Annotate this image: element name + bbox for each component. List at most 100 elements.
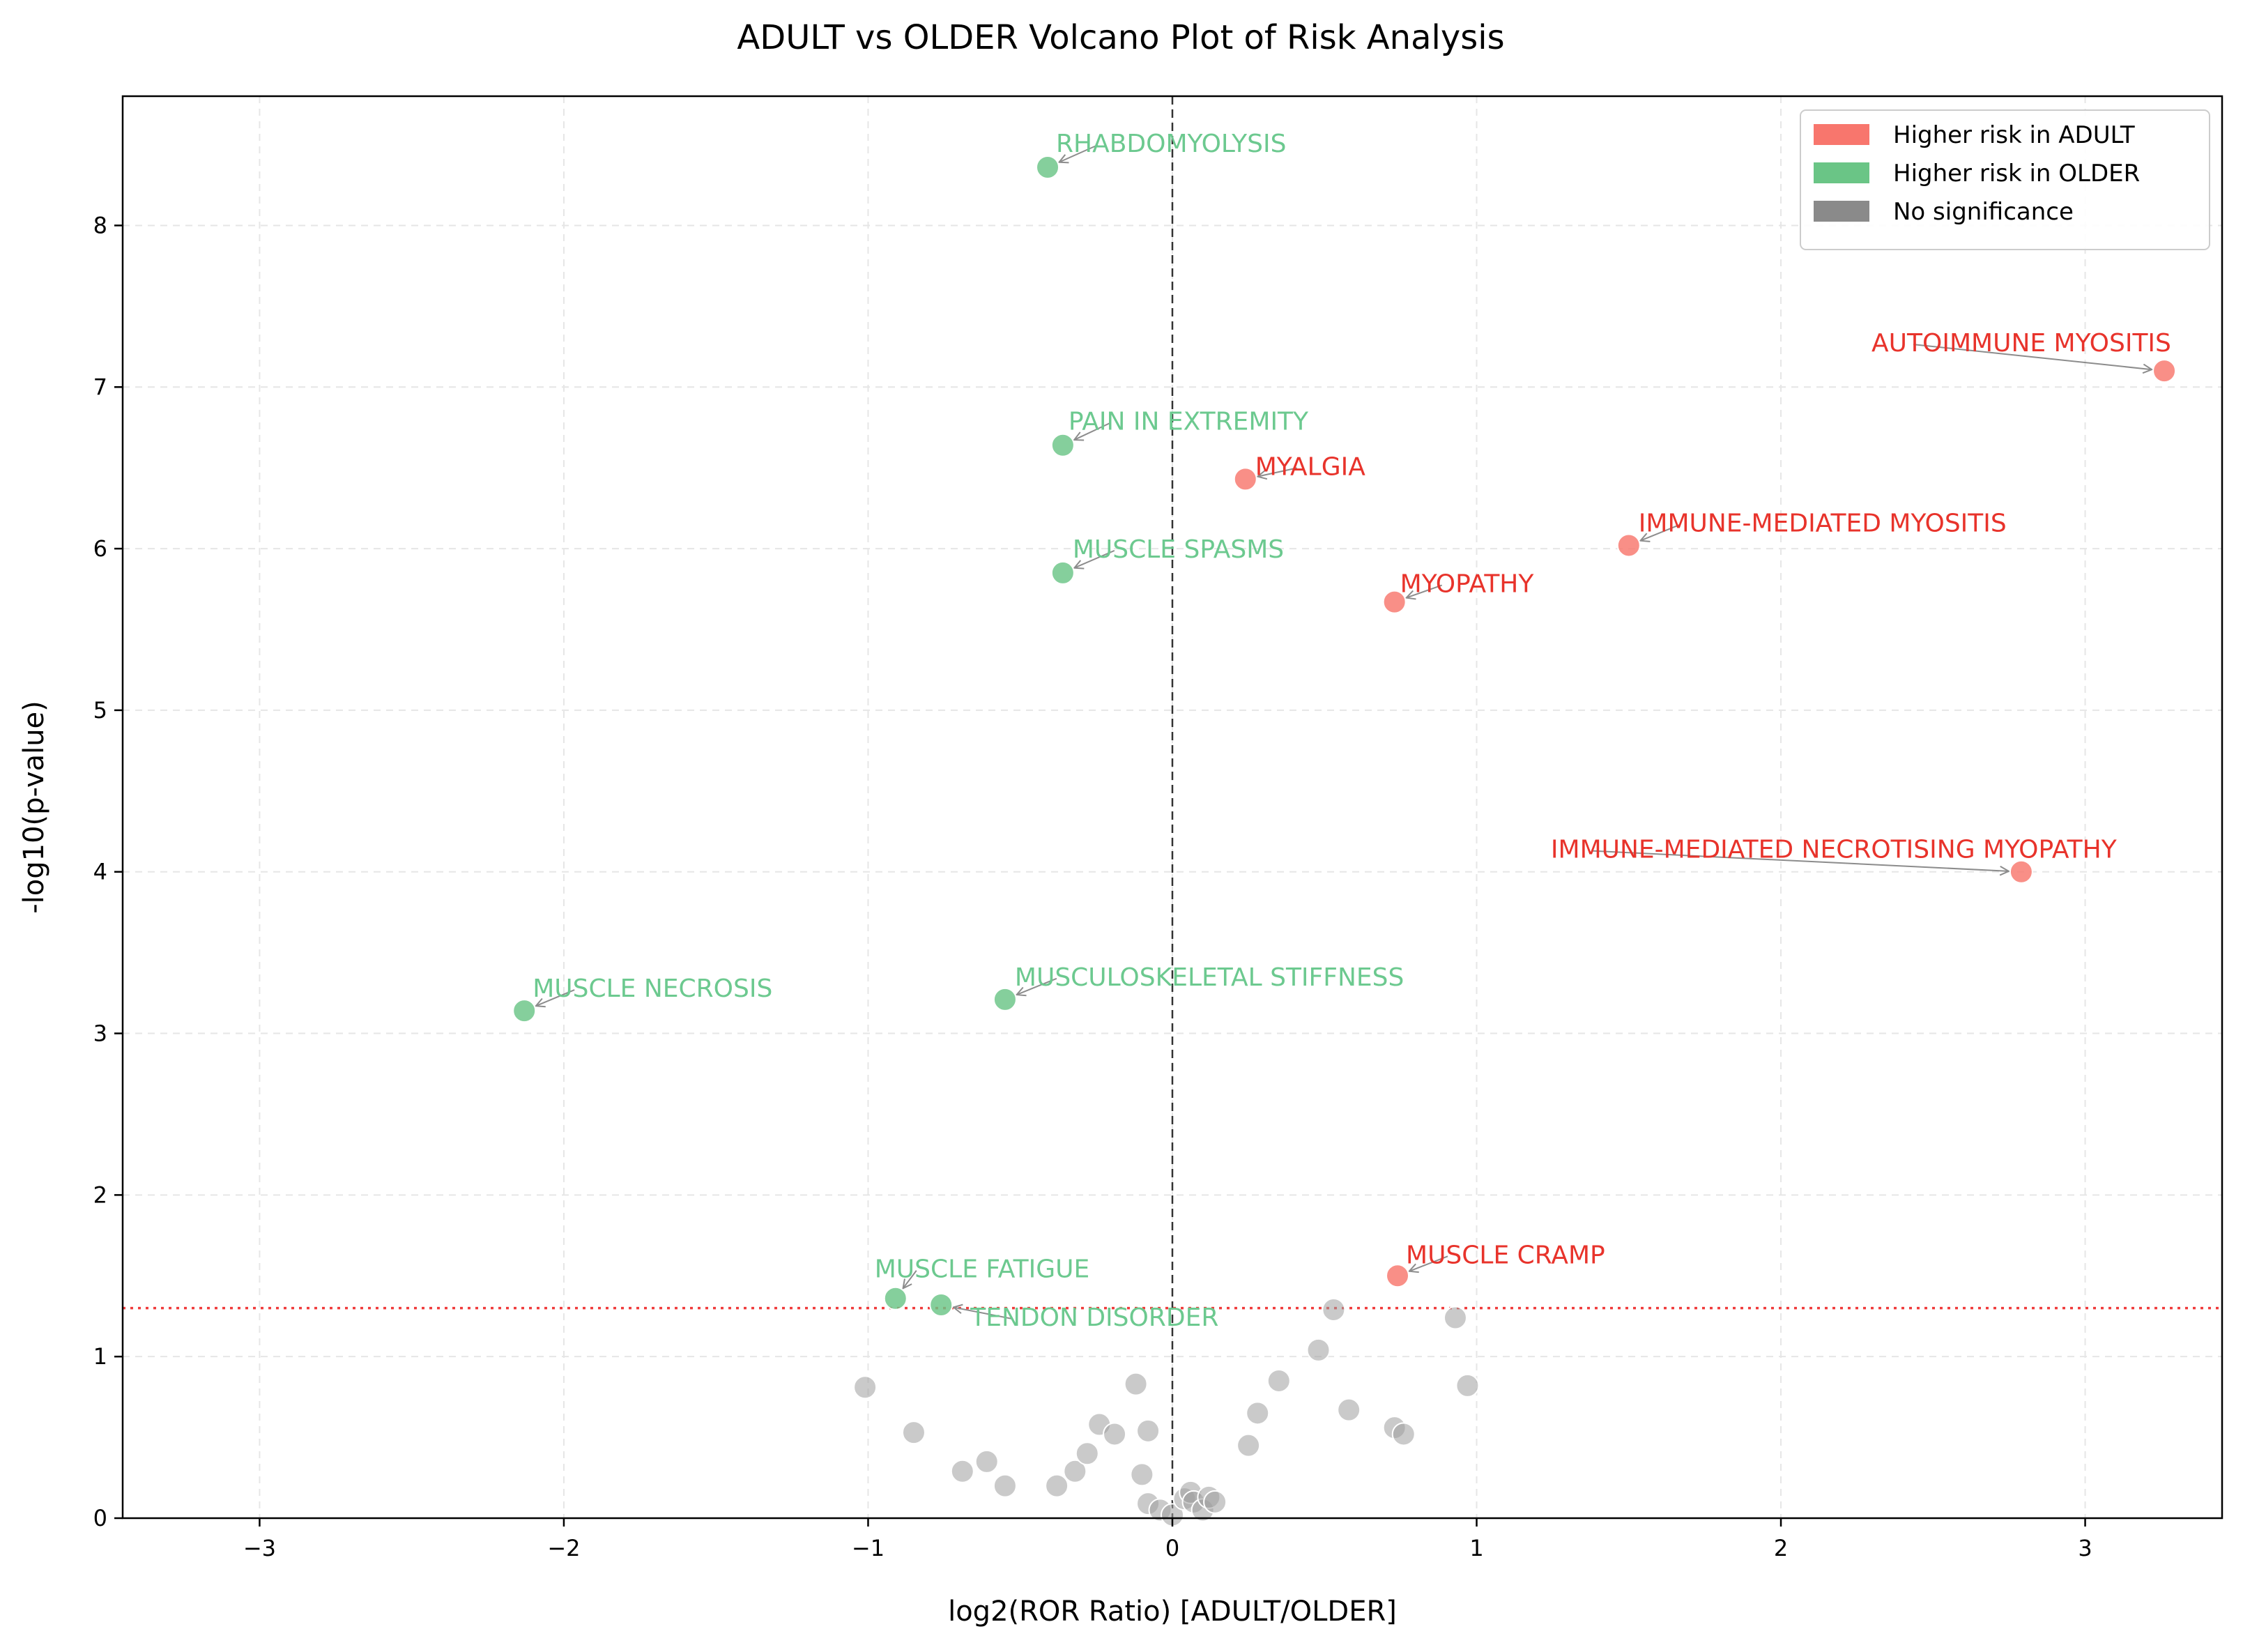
y-tick-label: 5 xyxy=(93,697,107,724)
y-tick-label: 8 xyxy=(93,212,107,238)
y-tick-label: 4 xyxy=(93,859,107,885)
label-arrowhead xyxy=(1639,533,1651,542)
data-point-none xyxy=(1124,1372,1148,1396)
point-label: TENDON DISORDER xyxy=(970,1303,1218,1332)
y-tick-label: 2 xyxy=(93,1181,107,1208)
data-point-none xyxy=(950,1459,974,1483)
label-arrow xyxy=(1640,523,1681,542)
data-point-none xyxy=(1136,1418,1161,1443)
legend-label: Higher risk in ADULT xyxy=(1893,121,2135,149)
legend-swatch-none xyxy=(1814,201,1869,222)
data-points xyxy=(512,155,2177,1527)
y-tick-label: 6 xyxy=(93,535,107,562)
point-label: MUSCULOSKELETAL STIFFNESS xyxy=(1015,963,1404,992)
data-point-older xyxy=(512,999,537,1023)
point-label: MYALGIA xyxy=(1255,452,1365,481)
x-tick-label: 2 xyxy=(1774,1535,1788,1561)
label-arrow xyxy=(953,1306,1013,1320)
data-point-none xyxy=(1045,1474,1069,1498)
label-arrow xyxy=(1073,422,1111,441)
data-point-none xyxy=(1391,1422,1416,1446)
x-tick-label: −2 xyxy=(547,1535,580,1561)
data-point-none xyxy=(1306,1338,1331,1362)
x-tick-label: −1 xyxy=(852,1535,885,1561)
data-point-none xyxy=(1063,1459,1087,1483)
label-arrow xyxy=(1913,344,2152,371)
y-tick-label: 7 xyxy=(93,374,107,400)
x-tick-label: 1 xyxy=(1469,1535,1483,1561)
y-axis-ticks: 0 1 2 3 4 5 6 7 8 xyxy=(93,212,123,1531)
point-label: MUSCLE FATIGUE xyxy=(875,1255,1089,1284)
label-arrowhead xyxy=(902,1278,912,1290)
data-point-older xyxy=(993,987,1017,1011)
point-label: IMMUNE-MEDIATED MYOSITIS xyxy=(1639,509,2007,537)
data-point-none xyxy=(993,1474,1017,1498)
data-point-older xyxy=(1050,560,1075,585)
data-point-none xyxy=(1237,1433,1261,1458)
data-point-none xyxy=(974,1449,999,1474)
data-point-adult xyxy=(1616,533,1641,558)
label-arrow xyxy=(1016,977,1057,996)
label-arrowhead xyxy=(951,1303,963,1314)
data-point-adult xyxy=(1382,590,1407,614)
data-point-none xyxy=(1103,1422,1127,1446)
legend-swatch-older xyxy=(1814,162,1869,183)
label-arrow xyxy=(1059,144,1098,163)
label-arrow xyxy=(1073,549,1115,569)
data-point-none xyxy=(1455,1373,1480,1398)
data-point-older xyxy=(1036,155,1060,179)
label-arrowhead xyxy=(1999,866,2011,876)
y-tick-label: 0 xyxy=(93,1505,107,1531)
legend-swatch-adult xyxy=(1814,124,1869,145)
data-point-none xyxy=(1203,1490,1227,1514)
point-label: IMMUNE-MEDIATED NECROTISING MYOPATHY xyxy=(1551,836,2118,864)
y-axis-title: -log10(p-value) xyxy=(18,701,50,914)
x-axis-title: log2(ROR Ratio) [ADULT/OLDER] xyxy=(948,1596,1397,1628)
x-axis-ticks: −3 −2 −1 0 1 2 3 xyxy=(243,1518,2092,1561)
x-tick-label: 3 xyxy=(2078,1535,2092,1561)
label-arrowhead xyxy=(1404,590,1416,600)
data-point-none xyxy=(1246,1401,1270,1425)
data-point-older xyxy=(929,1293,954,1317)
point-label: MYOPATHY xyxy=(1400,570,1535,599)
point-label: AUTOIMMUNE MYOSITIS xyxy=(1871,329,2171,358)
point-label: PAIN IN EXTREMITY xyxy=(1069,408,1309,436)
label-arrow xyxy=(535,989,575,1007)
point-label: RHABDOMYOLYSIS xyxy=(1056,130,1286,158)
data-point-none xyxy=(1337,1398,1361,1422)
data-point-none xyxy=(1443,1306,1467,1330)
label-arrow xyxy=(1592,850,2009,872)
data-point-none xyxy=(1322,1297,1346,1322)
plot-area: AUTOIMMUNE MYOSITIS MYALGIA IMMUNE-MEDIATE… xyxy=(123,96,2222,1527)
label-arrowhead xyxy=(1073,431,1085,441)
label-arrows xyxy=(534,144,2154,1320)
label-arrowhead xyxy=(1057,154,1069,164)
y-tick-label: 1 xyxy=(93,1343,107,1370)
label-arrowhead xyxy=(1407,1263,1419,1274)
reference-lines xyxy=(123,96,2222,1518)
label-arrow xyxy=(1257,467,1297,477)
data-point-none xyxy=(901,1421,926,1445)
data-point-older xyxy=(883,1286,908,1310)
legend: Higher risk in ADULT Higher risk in OLDER… xyxy=(1800,109,2210,250)
data-point-older xyxy=(1050,433,1075,457)
legend-label: No significance xyxy=(1893,198,2074,226)
data-point-none xyxy=(1130,1462,1154,1487)
y-tick-label: 3 xyxy=(93,1020,107,1047)
data-point-adult xyxy=(1233,467,1257,491)
data-point-none xyxy=(853,1375,878,1400)
data-point-none xyxy=(1266,1368,1291,1393)
label-arrowhead xyxy=(1015,986,1027,997)
point-label: MUSCLE SPASMS xyxy=(1073,535,1284,564)
data-point-adult xyxy=(2152,359,2177,383)
data-point-adult xyxy=(2009,859,2033,884)
point-label: MUSCLE NECROSIS xyxy=(533,974,772,1003)
legend-box xyxy=(1800,109,2210,250)
chart-title: ADULT vs OLDER Volcano Plot of Risk Anal… xyxy=(737,18,1504,57)
point-label: MUSCLE CRAMP xyxy=(1406,1241,1605,1269)
data-point-none xyxy=(1075,1441,1099,1466)
label-arrowhead xyxy=(2142,363,2154,374)
legend-label: Higher risk in OLDER xyxy=(1893,160,2140,188)
